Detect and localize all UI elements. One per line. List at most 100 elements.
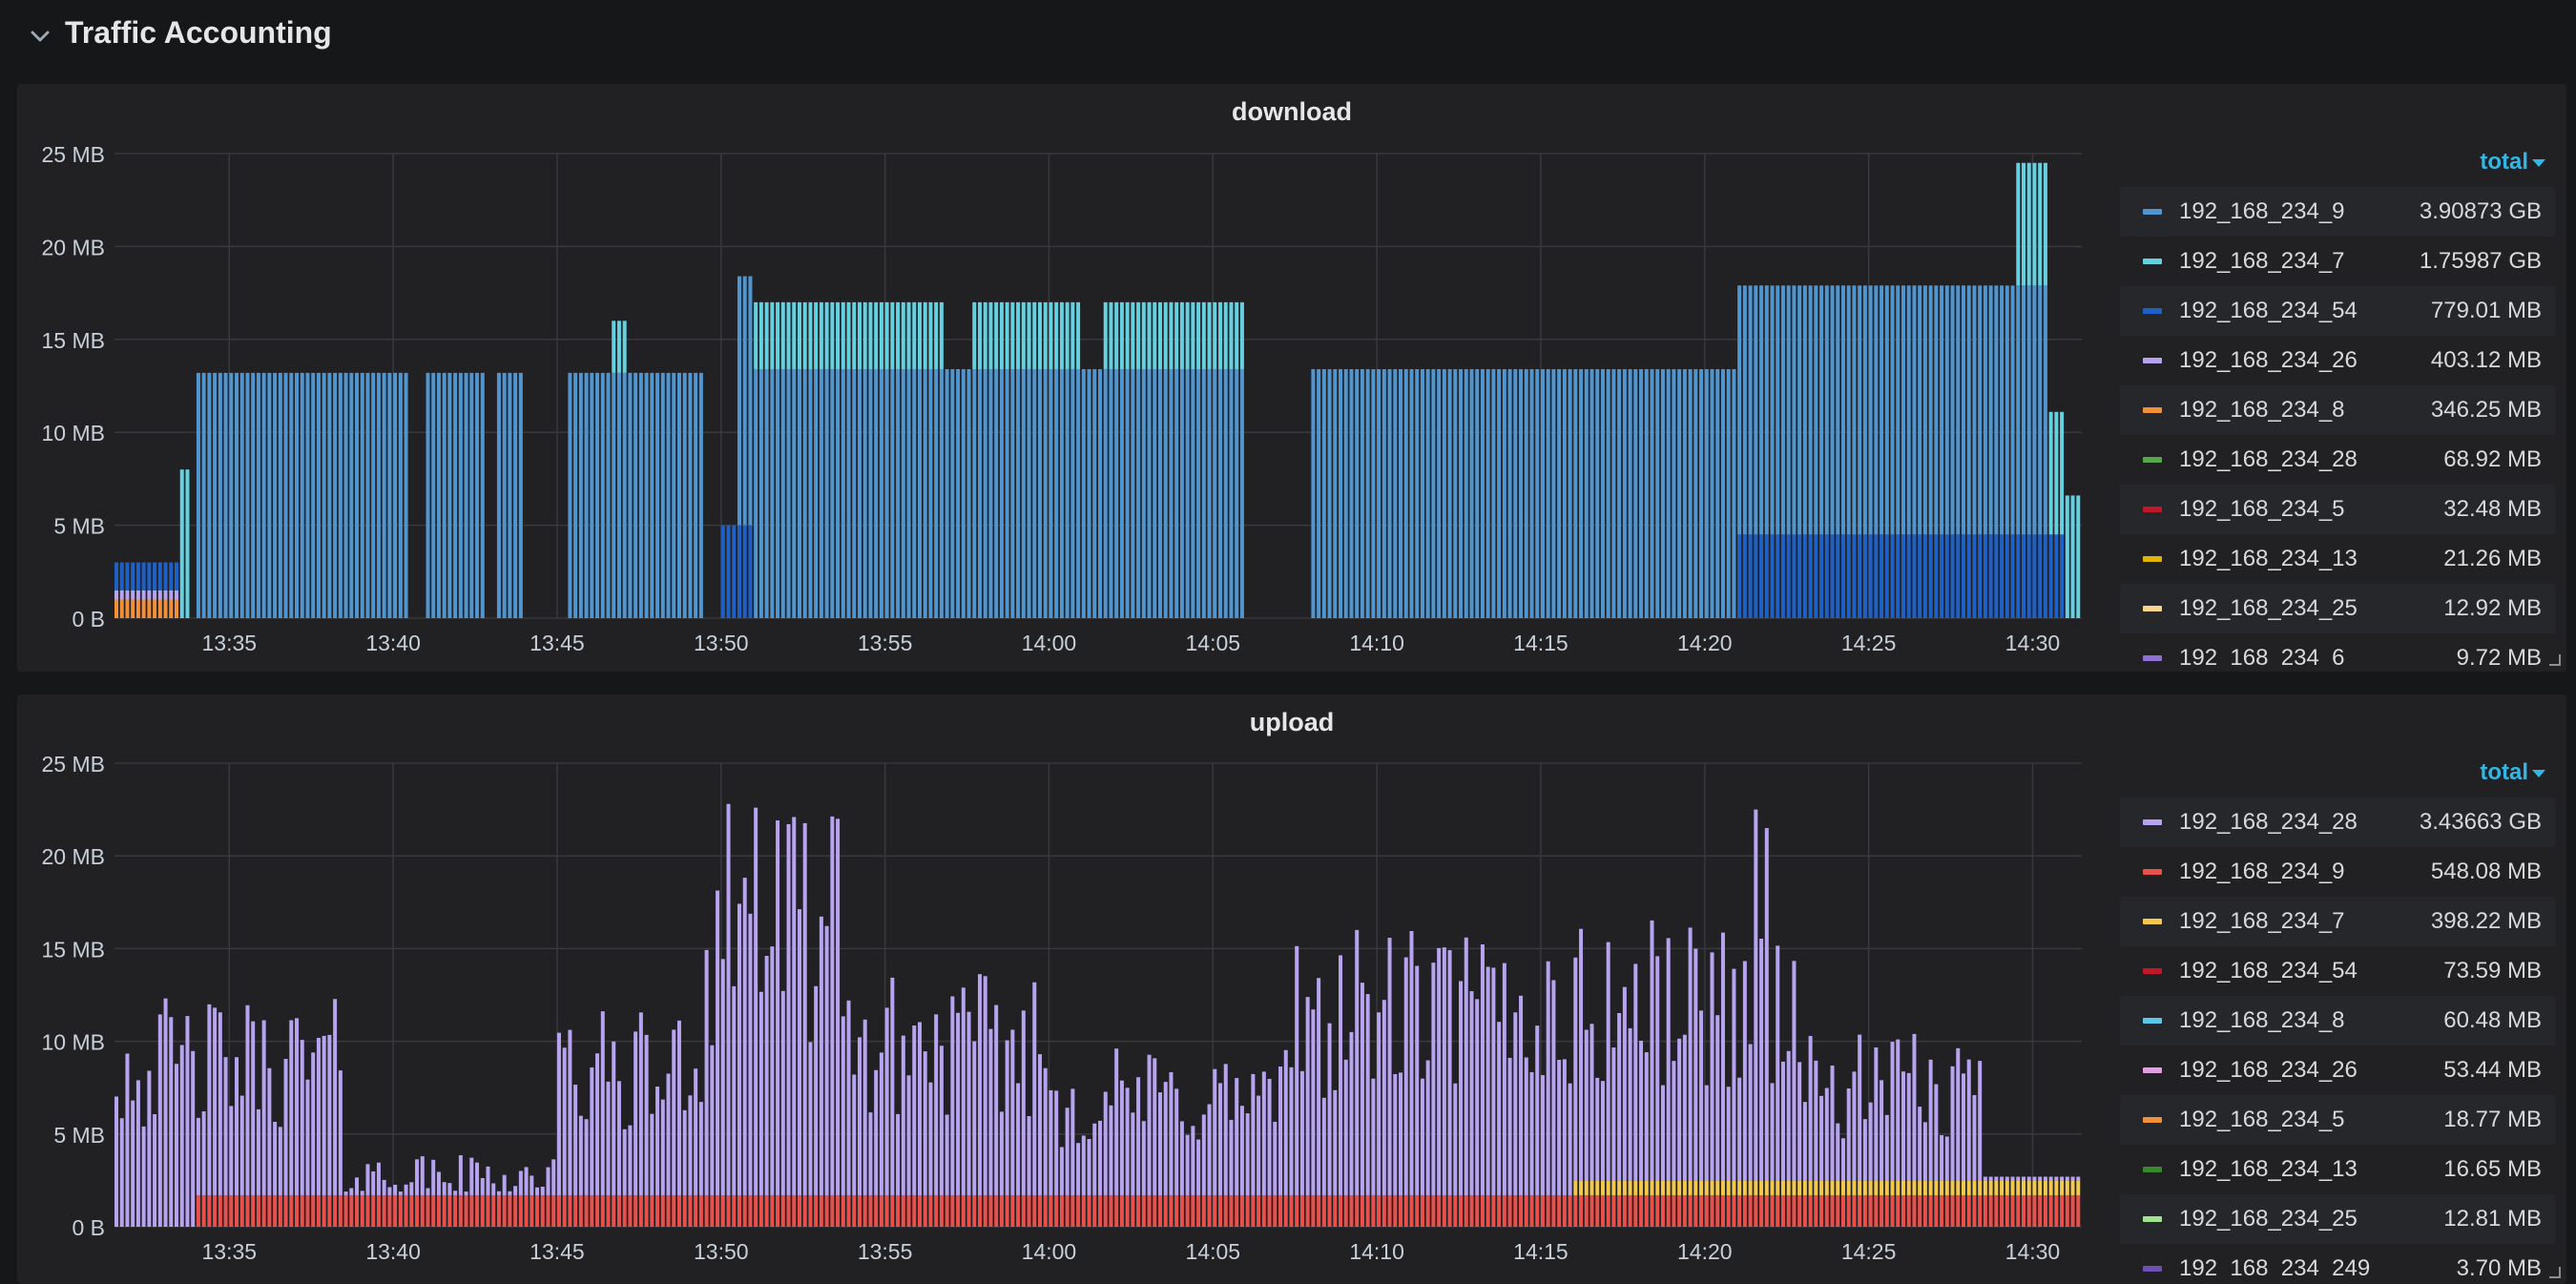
legend-item[interactable]: 192_168_234_28 3.43663 GB xyxy=(2120,797,2555,847)
bar xyxy=(1065,1194,1070,1227)
legend-series-name[interactable]: 192_168_234_249 xyxy=(2179,1255,2371,1276)
legend-series-name[interactable]: 192_168_234_6 xyxy=(2179,645,2345,666)
bar xyxy=(1360,1194,1364,1227)
bar xyxy=(1076,1194,1081,1227)
bar xyxy=(1852,285,1857,535)
chevron-down-icon[interactable] xyxy=(29,25,52,48)
bar xyxy=(305,1194,310,1227)
bar xyxy=(1819,534,1824,618)
bar xyxy=(1037,301,1042,369)
legend-swatch[interactable] xyxy=(2143,507,2162,512)
legend-item[interactable]: 192_168_234_5 32.48 MB xyxy=(2120,485,2555,534)
legend-series-name[interactable]: 192_168_234_28 xyxy=(2179,809,2358,835)
legend-series-name[interactable]: 192_168_234_9 xyxy=(2179,198,2345,224)
legend-series-name[interactable]: 192_168_234_7 xyxy=(2179,248,2345,274)
legend-item[interactable]: 192_168_234_25 12.92 MB xyxy=(2120,584,2555,633)
bar xyxy=(1579,1194,1584,1227)
legend-item[interactable]: 192_168_234_13 16.65 MB xyxy=(2120,1145,2555,1194)
legend-swatch[interactable] xyxy=(2143,655,2162,661)
legend-swatch[interactable] xyxy=(2143,308,2162,314)
legend-series-name[interactable]: 192_168_234_25 xyxy=(2179,1206,2358,1232)
legend-series-name[interactable]: 192_168_234_26 xyxy=(2179,1057,2358,1083)
legend-swatch[interactable] xyxy=(2143,919,2162,924)
legend-sort-header[interactable]: total xyxy=(2120,137,2555,187)
legend-series-name[interactable]: 192_168_234_54 xyxy=(2179,958,2358,984)
legend-item[interactable]: 192_168_234_6 9.72 MB xyxy=(2120,633,2555,666)
x-tick-label: 14:15 xyxy=(1513,1239,1568,1264)
bar xyxy=(1693,948,1698,1181)
legend-item[interactable]: 192_168_234_54 779.01 MB xyxy=(2120,286,2555,336)
legend-series-name[interactable]: 192_168_234_13 xyxy=(2179,546,2358,571)
legend-swatch[interactable] xyxy=(2143,819,2162,825)
bar xyxy=(1043,1194,1048,1227)
legend-series-name[interactable]: 192_168_234_5 xyxy=(2179,1107,2345,1132)
row-title[interactable]: Traffic Accounting xyxy=(65,15,332,50)
legend-item[interactable]: 192_168_234_7 398.22 MB xyxy=(2120,897,2555,946)
bar xyxy=(1944,534,1949,618)
legend-item[interactable]: 192_168_234_249 3.70 MB xyxy=(2120,1244,2555,1276)
legend-series-name[interactable]: 192_168_234_8 xyxy=(2179,397,2345,423)
bar xyxy=(1377,368,1381,618)
legend-swatch[interactable] xyxy=(2143,1167,2162,1172)
legend-swatch[interactable] xyxy=(2143,1067,2162,1073)
legend-series-name[interactable]: 192_168_234_13 xyxy=(2179,1156,2358,1182)
legend-swatch[interactable] xyxy=(2143,358,2162,363)
row-header[interactable]: Traffic Accounting xyxy=(0,0,2576,69)
legend-swatch[interactable] xyxy=(2143,606,2162,611)
legend-series-name[interactable]: 192_168_234_5 xyxy=(2179,496,2345,522)
legend-swatch[interactable] xyxy=(2143,869,2162,875)
legend-item[interactable]: 192_168_234_26 403.12 MB xyxy=(2120,336,2555,385)
bar xyxy=(1934,1180,1939,1195)
legend-swatch[interactable] xyxy=(2143,457,2162,463)
legend-item[interactable]: 192_168_234_13 21.26 MB xyxy=(2120,534,2555,584)
bar xyxy=(1589,1180,1594,1195)
panel-title[interactable]: upload xyxy=(1249,708,1335,736)
legend-sort-header[interactable]: total xyxy=(2120,748,2555,797)
bar xyxy=(135,562,140,590)
bar xyxy=(912,1194,917,1227)
legend-item[interactable]: 192_168_234_9 3.90873 GB xyxy=(2120,187,2555,237)
bar xyxy=(748,913,753,1195)
legend-series-name[interactable]: 192_168_234_7 xyxy=(2179,908,2345,934)
legend-item[interactable]: 192_168_234_9 548.08 MB xyxy=(2120,847,2555,897)
bar xyxy=(906,301,911,369)
legend-item[interactable]: 192_168_234_7 1.75987 GB xyxy=(2120,237,2555,286)
legend-item[interactable]: 192_168_234_5 18.77 MB xyxy=(2120,1095,2555,1145)
resize-handle[interactable] xyxy=(2549,654,2561,666)
bar xyxy=(2032,162,2037,286)
bar xyxy=(562,1194,567,1227)
bar xyxy=(1978,1194,1983,1227)
bar xyxy=(797,1194,801,1227)
legend-swatch[interactable] xyxy=(2143,209,2162,215)
upload-graph[interactable]: 0 B 5 MB 10 MB 15 MB 20 MB 25 MB 13:35 13:40 13:… xyxy=(17,694,2107,1284)
bar xyxy=(808,1194,813,1227)
legend-series-name[interactable]: 192_168_234_28 xyxy=(2179,446,2358,472)
legend-item[interactable]: 192_168_234_54 73.59 MB xyxy=(2120,946,2555,996)
bar xyxy=(1754,534,1758,618)
resize-handle[interactable] xyxy=(2549,1267,2561,1278)
legend-item[interactable]: 192_168_234_28 68.92 MB xyxy=(2120,435,2555,485)
legend-swatch[interactable] xyxy=(2143,259,2162,264)
legend-series-name[interactable]: 192_168_234_25 xyxy=(2179,595,2358,621)
legend-swatch[interactable] xyxy=(2143,1117,2162,1123)
legend-swatch[interactable] xyxy=(2143,1018,2162,1024)
legend-series-name[interactable]: 192_168_234_8 xyxy=(2179,1007,2345,1033)
legend-swatch[interactable] xyxy=(2143,407,2162,413)
panel-title[interactable]: download xyxy=(1232,97,1352,126)
legend-item[interactable]: 192_168_234_26 53.44 MB xyxy=(2120,1046,2555,1095)
legend-item[interactable]: 192_168_234_8 346.25 MB xyxy=(2120,385,2555,435)
bar xyxy=(857,1037,862,1195)
legend-swatch[interactable] xyxy=(2143,556,2162,562)
legend-swatch[interactable] xyxy=(2143,1216,2162,1222)
legend-series-name[interactable]: 192_168_234_9 xyxy=(2179,859,2345,884)
download-graph[interactable]: 0 B 5 MB 10 MB 15 MB 20 MB 25 MB 13:35 13:40 13:… xyxy=(17,84,2107,672)
bar xyxy=(1628,1180,1632,1195)
legend-item[interactable]: 192_168_234_8 60.48 MB xyxy=(2120,996,2555,1046)
legend-swatch[interactable] xyxy=(2143,1266,2162,1272)
bar xyxy=(508,372,512,618)
bar xyxy=(343,1194,348,1227)
legend-series-name[interactable]: 192_168_234_54 xyxy=(2179,298,2358,323)
legend-series-name[interactable]: 192_168_234_26 xyxy=(2179,347,2358,373)
legend-swatch[interactable] xyxy=(2143,968,2162,974)
legend-item[interactable]: 192_168_234_25 12.81 MB xyxy=(2120,1194,2555,1244)
